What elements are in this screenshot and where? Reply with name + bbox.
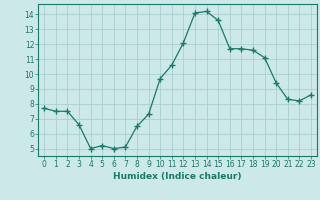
X-axis label: Humidex (Indice chaleur): Humidex (Indice chaleur) [113, 172, 242, 181]
